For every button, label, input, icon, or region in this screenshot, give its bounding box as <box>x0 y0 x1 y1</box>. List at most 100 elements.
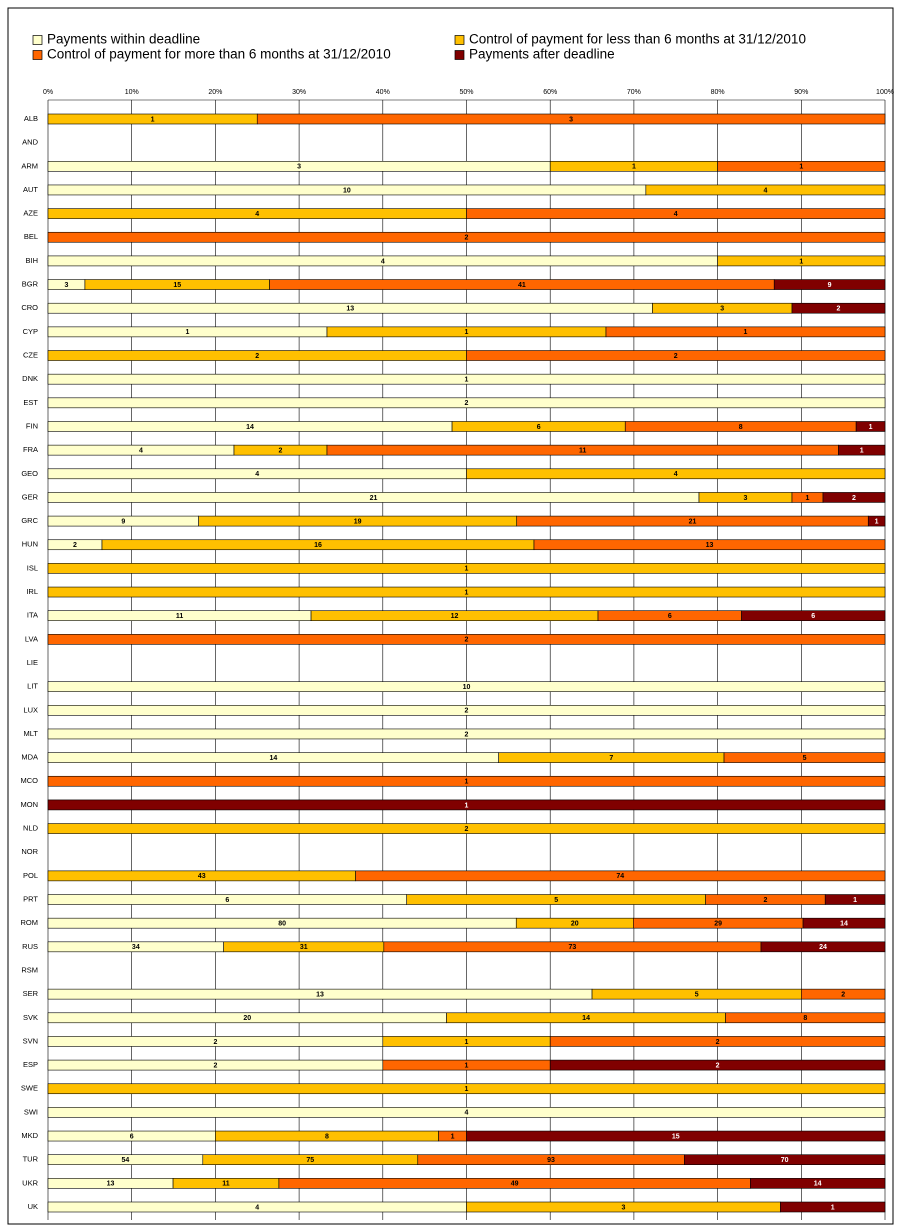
y-tick-label: MON <box>21 800 39 809</box>
data-label: 1 <box>632 164 636 171</box>
data-label: 12 <box>451 613 459 620</box>
bar-segment <box>867 515 886 527</box>
bar-segment <box>466 468 886 480</box>
legend-label: Payments after deadline <box>469 47 615 62</box>
y-tick-label: DNK <box>22 374 38 383</box>
bar-segment <box>47 1083 886 1095</box>
y-tick-label: TUR <box>23 1155 39 1164</box>
y-tick-label: SWE <box>21 1084 38 1093</box>
data-label: 54 <box>121 1157 129 1164</box>
data-label: 8 <box>325 1133 329 1140</box>
bar-segment <box>47 634 886 645</box>
bar-segment <box>822 492 886 503</box>
y-tick-label: AUT <box>23 185 38 194</box>
data-label: 43 <box>198 873 206 880</box>
data-label: 2 <box>213 1039 217 1046</box>
data-label: 16 <box>314 542 322 549</box>
data-label: 41 <box>518 282 526 289</box>
bar-segment <box>605 326 886 338</box>
y-tick-label: GER <box>22 492 39 501</box>
data-label: 4 <box>255 211 259 218</box>
data-label: 2 <box>465 708 469 715</box>
y-tick-label: ISL <box>27 563 38 572</box>
data-label: 80 <box>278 921 286 928</box>
legend-swatch <box>454 50 465 60</box>
data-label: 74 <box>616 873 624 880</box>
bar-segment <box>47 775 886 787</box>
y-tick-label: SVK <box>23 1013 38 1022</box>
data-label: 1 <box>744 329 748 336</box>
x-tick-label: 70% <box>627 89 641 96</box>
data-label: 2 <box>465 731 469 738</box>
data-label: 70 <box>781 1157 789 1164</box>
data-label: 1 <box>799 164 803 171</box>
legend-swatch <box>32 50 43 60</box>
data-label: 6 <box>537 424 541 431</box>
y-tick-label: ITA <box>27 611 38 620</box>
bar-segment <box>256 113 886 125</box>
bar-segment <box>47 681 886 692</box>
y-tick-label: AND <box>22 138 38 147</box>
bar-segment <box>750 1178 886 1189</box>
y-tick-label: UK <box>28 1202 38 1211</box>
y-tick-label: RUS <box>22 942 38 951</box>
bar-segment <box>855 421 886 432</box>
y-tick-label: BGR <box>22 280 39 289</box>
data-label: 4 <box>381 258 385 265</box>
data-label: 11 <box>176 613 184 620</box>
x-tick-label: 20% <box>208 89 222 96</box>
y-tick-label: SVN <box>23 1036 38 1045</box>
y-tick-label: MDA <box>21 753 38 762</box>
y-tick-label: EST <box>23 398 38 407</box>
y-tick-label: RSM <box>21 965 38 974</box>
legend-swatch <box>32 35 43 45</box>
bar-segment <box>466 350 886 361</box>
x-tick-label: 90% <box>794 89 808 96</box>
data-label: 31 <box>300 944 308 951</box>
data-label: 2 <box>279 447 283 454</box>
data-label: 1 <box>465 1086 469 1093</box>
legend-label: Control of payment for less than 6 month… <box>469 32 806 47</box>
data-label: 4 <box>465 1110 469 1117</box>
y-tick-label: LUX <box>23 705 38 714</box>
data-label: 13 <box>346 306 354 313</box>
y-tick-label: GEO <box>21 469 38 478</box>
data-label: 8 <box>739 424 743 431</box>
data-label: 13 <box>316 991 324 998</box>
x-tick-label: 60% <box>543 89 557 96</box>
data-label: 3 <box>65 282 69 289</box>
data-label: 4 <box>674 211 678 218</box>
y-tick-label: AZE <box>23 209 38 218</box>
bar-segment <box>725 1012 886 1024</box>
data-label: 1 <box>869 424 873 431</box>
bar-segment <box>717 161 886 172</box>
x-tick-label: 40% <box>376 89 390 96</box>
bar-segment <box>838 444 886 456</box>
data-label: 34 <box>132 944 140 951</box>
x-tick-label: 100% <box>876 89 894 96</box>
y-tick-label: SWI <box>24 1107 38 1116</box>
data-label: 1 <box>853 897 857 904</box>
y-tick-label: LIE <box>27 658 38 667</box>
data-label: 19 <box>354 518 362 525</box>
data-label: 9 <box>828 282 832 289</box>
data-label: 6 <box>811 613 815 620</box>
data-label: 1 <box>799 258 803 265</box>
bar-segment <box>466 208 886 219</box>
data-label: 4 <box>255 1204 259 1211</box>
y-tick-label: LVA <box>25 634 38 643</box>
data-label: 1 <box>465 377 469 384</box>
y-tick-label: UKR <box>22 1178 38 1187</box>
data-label: 29 <box>714 921 722 928</box>
bar-segment <box>717 255 886 267</box>
bar-segment <box>741 610 886 621</box>
data-label: 1 <box>186 329 190 336</box>
bar-segment <box>791 302 886 314</box>
data-label: 4 <box>674 471 678 478</box>
y-tick-label: POL <box>23 871 38 880</box>
data-label: 1 <box>465 1062 469 1069</box>
x-tick-label: 10% <box>125 89 139 96</box>
legend-label: Payments within deadline <box>47 32 200 47</box>
bar-segment <box>549 1036 886 1047</box>
data-label: 2 <box>841 991 845 998</box>
